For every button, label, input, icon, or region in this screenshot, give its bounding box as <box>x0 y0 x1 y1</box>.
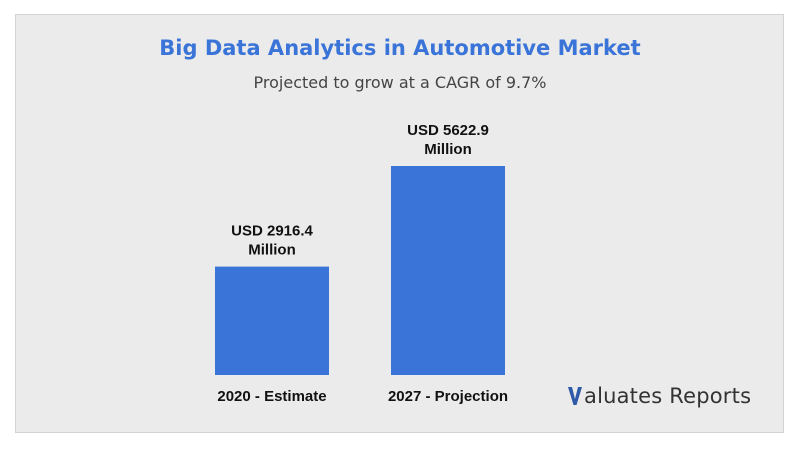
value-labels-group: USD 2916.4 Million USD 5622.9 Million <box>231 122 489 259</box>
valuates-v-icon <box>568 387 582 405</box>
bar-2 <box>391 166 505 375</box>
bars-group <box>215 166 505 375</box>
bar-1 <box>215 266 329 375</box>
bar-2-value-label-line-1: USD 5622.9 <box>407 122 489 139</box>
bar-1-value-label-line-2: Million <box>248 242 296 259</box>
bar-2-value-label-line-2: Million <box>424 141 472 158</box>
valuates-reports-logo: aluates Reports <box>567 380 751 412</box>
category-labels-group: 2020 - Estimate 2027 - Projection <box>217 388 508 405</box>
category-label-2: 2027 - Projection <box>388 388 508 405</box>
bar-1-value-label-line-1: USD 2916.4 <box>231 223 313 240</box>
category-label-1: 2020 - Estimate <box>217 388 326 405</box>
chart-title: Big Data Analytics in Automotive Market <box>159 36 641 60</box>
chart-subtitle: Projected to grow at a CAGR of 9.7% <box>253 73 547 92</box>
logo-text: aluates Reports <box>584 384 752 408</box>
